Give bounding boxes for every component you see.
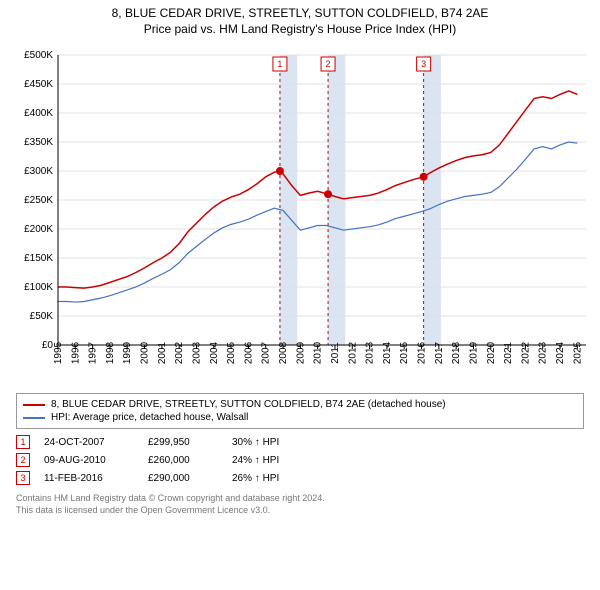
sale-pct: 26% ↑ HPI [232,473,322,484]
sale-marker: 1 [16,435,30,449]
svg-text:£500K: £500K [24,50,53,61]
svg-text:2: 2 [326,59,331,69]
credits-line: This data is licensed under the Open Gov… [16,505,584,517]
sale-marker: 2 [16,453,30,467]
legend-item: 8, BLUE CEDAR DRIVE, STREETLY, SUTTON CO… [23,398,577,411]
legend-swatch [23,404,45,406]
svg-text:£350K: £350K [24,137,53,148]
svg-text:3: 3 [421,59,426,69]
chart-svg: £0 £50K £100K £150K £200K £250K £300K £350K £400… [8,45,592,385]
legend-label: HPI: Average price, detached house, Wals… [51,411,248,424]
sale-price: £290,000 [148,473,218,484]
legend: 8, BLUE CEDAR DRIVE, STREETLY, SUTTON CO… [16,393,584,429]
page-title: 8, BLUE CEDAR DRIVE, STREETLY, SUTTON CO… [0,0,600,22]
price-chart: £0 £50K £100K £150K £200K £250K £300K £350K £400… [8,45,592,385]
legend-item: HPI: Average price, detached house, Wals… [23,411,577,424]
svg-text:£0: £0 [42,340,54,351]
sale-pct: 24% ↑ HPI [232,455,322,466]
credits-line: Contains HM Land Registry data © Crown c… [16,493,584,505]
svg-text:£150K: £150K [24,253,53,264]
sale-row: 1 24-OCT-2007 £299,950 30% ↑ HPI [16,433,584,451]
sale-row: 2 09-AUG-2010 £260,000 24% ↑ HPI [16,451,584,469]
sale-row: 3 11-FEB-2016 £290,000 26% ↑ HPI [16,469,584,487]
legend-label: 8, BLUE CEDAR DRIVE, STREETLY, SUTTON CO… [51,398,446,411]
svg-text:£300K: £300K [24,166,53,177]
sale-price: £299,950 [148,437,218,448]
svg-text:£100K: £100K [24,282,53,293]
sale-price: £260,000 [148,455,218,466]
svg-text:£200K: £200K [24,224,53,235]
sale-pct: 30% ↑ HPI [232,437,322,448]
legend-swatch [23,417,45,419]
sale-date: 09-AUG-2010 [44,455,134,466]
svg-text:£400K: £400K [24,108,53,119]
svg-text:£50K: £50K [30,311,54,322]
sale-marker: 3 [16,471,30,485]
svg-text:£250K: £250K [24,195,53,206]
sale-date: 11-FEB-2016 [44,473,134,484]
sale-date: 24-OCT-2007 [44,437,134,448]
sales-list: 1 24-OCT-2007 £299,950 30% ↑ HPI 2 09-AUG-201… [16,433,584,487]
page-subtitle: Price paid vs. HM Land Registry's House … [0,22,600,38]
svg-text:£450K: £450K [24,79,53,90]
credits: Contains HM Land Registry data © Crown c… [16,493,584,516]
svg-text:1: 1 [277,59,282,69]
